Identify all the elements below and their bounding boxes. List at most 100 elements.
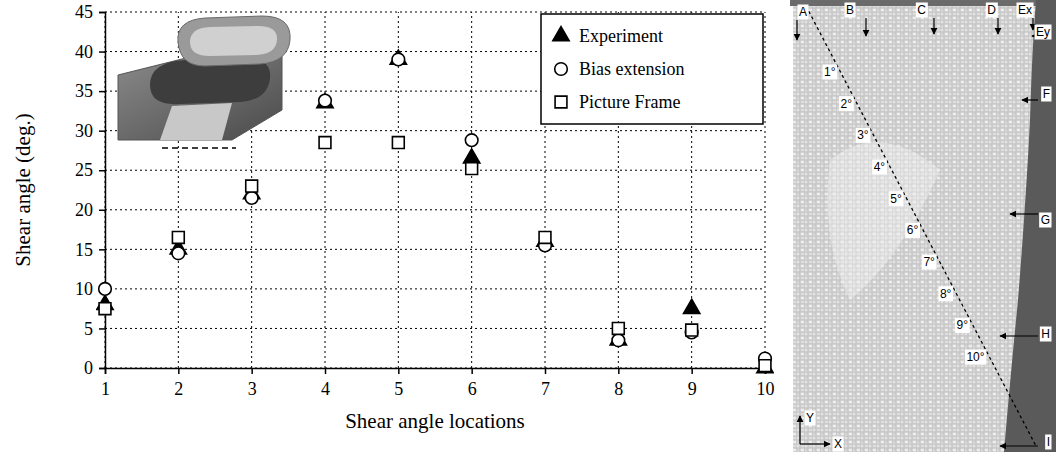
x-axis-tick-mark [178, 368, 180, 374]
x-axis-tick: 8 [614, 368, 623, 399]
x-axis-tick-mark [618, 368, 620, 374]
y-axis-tick: 35 [75, 81, 105, 101]
point [246, 180, 258, 192]
point-label: 1° [824, 65, 836, 79]
grid-line-y [105, 328, 765, 329]
point [612, 334, 625, 347]
grid-line-y [105, 288, 765, 289]
x-axis-tick: 5 [394, 368, 403, 399]
point-label: 8° [940, 287, 952, 301]
point [392, 137, 404, 149]
label-ground [856, 128, 871, 143]
edge-label: I [1047, 435, 1050, 449]
x-axis-tick-label: 2 [174, 379, 183, 399]
legend-label: Bias extension [579, 59, 685, 79]
legend: ExperimentBias extensionPicture Frame [541, 14, 763, 124]
section-line [806, 6, 1036, 446]
photo-axis-label: Y [806, 411, 814, 425]
label-ground [955, 318, 970, 333]
y-axis-tick: 45 [75, 2, 105, 22]
x-axis-tick-label: 6 [468, 379, 477, 399]
y-axis-tick-mark [99, 368, 105, 370]
point [537, 232, 553, 246]
edge-label: G [1041, 213, 1050, 227]
y-axis-tick-label: 45 [75, 2, 93, 22]
x-axis-tick-mark [471, 368, 473, 374]
y-axis-tick-label: 15 [75, 240, 93, 260]
point-label: 5° [890, 192, 902, 206]
point [245, 192, 258, 205]
edge-arrow [799, 416, 800, 444]
point [612, 323, 624, 335]
label-ground [1040, 327, 1052, 342]
edge-arrow [997, 18, 998, 34]
edge-arrow [796, 20, 797, 40]
label-ground [965, 350, 986, 365]
point-label: 2° [841, 97, 853, 111]
label-ground [905, 223, 920, 238]
grid-line-y [105, 249, 765, 250]
photo-axis-label: X [834, 437, 842, 451]
y-axis-tick: 15 [75, 240, 105, 260]
grid-line-x [325, 12, 326, 368]
point [464, 149, 480, 163]
inset-blank [160, 103, 232, 140]
legend-box [541, 14, 763, 124]
y-axis-tick-mark [99, 12, 105, 14]
label-ground [805, 411, 816, 426]
point [99, 283, 112, 296]
point [172, 232, 184, 244]
edge-label: F [1043, 87, 1050, 101]
series-points [97, 50, 773, 373]
x-axis-tick-mark [691, 368, 693, 374]
legend-label: Picture Frame [579, 92, 680, 112]
tool-surface [1004, 0, 1056, 452]
edge-arrow [933, 18, 934, 34]
x-axis-tick-label: 9 [688, 379, 697, 399]
fabric-photo: ABCDExEyFGHI1°2°3°4°5°6°7°8°9°10°XY [790, 0, 1056, 452]
y-axis-tick-label: 5 [84, 319, 93, 339]
label-ground [1041, 87, 1051, 102]
label-ground [798, 5, 809, 20]
x-axis-tick-label: 8 [614, 379, 623, 399]
label-ground [938, 286, 953, 301]
edge-label: H [1041, 327, 1050, 341]
edge-label: C [917, 3, 926, 17]
fabric [793, 0, 1056, 452]
legend-marker [555, 63, 568, 76]
x-axis: 12345678910 [101, 368, 775, 399]
inset-section-line [162, 147, 236, 149]
edge-label: D [987, 3, 996, 17]
point [466, 163, 478, 175]
y-axis-tick-mark [99, 249, 105, 251]
y-axis-tick-label: 40 [75, 42, 93, 62]
label-ground [922, 255, 937, 270]
x-axis-tick: 3 [248, 368, 257, 399]
inset-part-image [118, 16, 290, 148]
edge-arrow [1000, 445, 1038, 446]
edge-label: B [846, 3, 854, 17]
edge-arrow [1022, 99, 1038, 100]
point [172, 247, 185, 260]
point [465, 134, 478, 147]
label-ground [839, 96, 854, 111]
x-axis-tick: 9 [688, 368, 697, 399]
legend-marker [553, 27, 569, 41]
y-axis-tick-mark [99, 51, 105, 53]
point-label: 7° [923, 255, 935, 269]
edge-label: Ex [1018, 3, 1032, 17]
y-axis-tick-mark [99, 170, 105, 172]
point-label: 6° [907, 223, 919, 237]
x-axis-tick-mark [251, 368, 253, 374]
label-ground [872, 160, 887, 175]
grid-line-x [765, 12, 766, 368]
y-axis: 051015202530354045 [75, 2, 106, 378]
label-ground [889, 191, 904, 206]
y-axis-tick-mark [99, 328, 105, 330]
inset-plate [118, 55, 282, 140]
grid-line-x [471, 12, 472, 368]
label-ground [833, 437, 844, 452]
x-axis-tick-label: 10 [757, 379, 775, 399]
x-axis-tick-mark [545, 368, 547, 374]
x-axis-tick-label: 5 [394, 379, 403, 399]
